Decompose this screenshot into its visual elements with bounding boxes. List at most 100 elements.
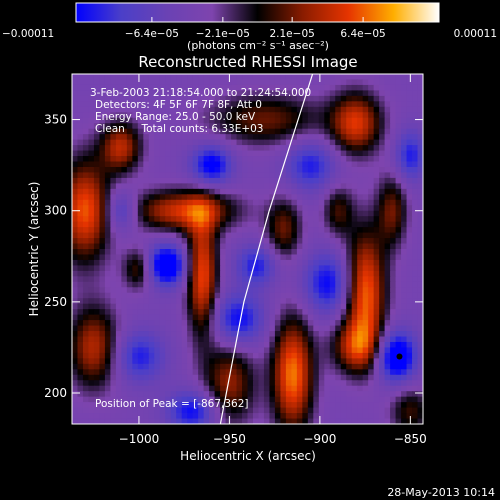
heatmap-cell: [203, 369, 210, 376]
heatmap-cell: [220, 101, 227, 108]
heatmap-cell: [225, 123, 232, 130]
heatmap-cell: [203, 123, 210, 130]
heatmap-cell: [335, 320, 342, 327]
heatmap-cell: [236, 166, 243, 174]
heatmap-cell: [126, 396, 133, 403]
heatmap-cell: [351, 101, 358, 108]
heatmap-cell: [324, 90, 331, 97]
heatmap-cell: [121, 232, 128, 239]
heatmap-cell: [324, 407, 331, 414]
heatmap-cell: [132, 276, 139, 283]
heatmap-cell: [329, 84, 336, 92]
heatmap-cell: [236, 391, 243, 398]
heatmap-cell: [236, 374, 243, 381]
heatmap-cell: [220, 331, 227, 338]
heatmap-cell: [88, 238, 95, 245]
heatmap-cell: [88, 380, 95, 387]
heatmap-cell: [291, 145, 298, 152]
heatmap-cell: [192, 303, 199, 310]
heatmap-cell: [159, 402, 166, 409]
heatmap-cell: [121, 407, 128, 414]
heatmap-cell: [373, 156, 380, 163]
heatmap-cell: [285, 314, 292, 321]
heatmap-cell: [258, 374, 265, 381]
heatmap-cell: [104, 205, 111, 212]
heatmap-cell: [263, 265, 271, 272]
heatmap-cell: [274, 407, 281, 414]
heatmap-cell: [225, 369, 232, 376]
heatmap-cell: [324, 238, 331, 245]
heatmap-cell: [203, 205, 210, 212]
heatmap-cell: [115, 134, 122, 141]
heatmap-cell: [329, 249, 336, 256]
heatmap-cell: [406, 150, 413, 157]
heatmap-cell: [340, 413, 347, 420]
heatmap-cell: [115, 112, 122, 119]
heatmap-cell: [357, 150, 364, 157]
heatmap-cell: [307, 95, 314, 102]
heatmap-cell: [192, 281, 199, 288]
heatmap-cell: [368, 194, 375, 201]
heatmap-cell: [236, 298, 243, 305]
heatmap-cell: [401, 374, 408, 381]
heatmap-cell: [401, 139, 408, 146]
heatmap-cell: [165, 117, 172, 124]
heatmap-cell: [406, 166, 413, 174]
heatmap-cell: [313, 134, 320, 141]
heatmap-cell: [335, 84, 342, 92]
heatmap-cell: [258, 407, 265, 414]
heatmap-cell: [121, 128, 128, 135]
heatmap-cell: [395, 347, 402, 354]
heatmap-cell: [379, 238, 386, 245]
heatmap-cell: [93, 79, 101, 86]
heatmap-cell: [137, 177, 144, 184]
heatmap-cell: [82, 243, 90, 250]
heatmap-cell: [115, 341, 122, 349]
heatmap-cell: [203, 84, 210, 92]
heatmap-cell: [324, 183, 331, 190]
heatmap-cell: [143, 139, 150, 146]
heatmap-cell: [115, 221, 122, 228]
heatmap-cell: [209, 74, 216, 81]
heatmap-cell: [368, 391, 375, 398]
heatmap-cell: [417, 227, 423, 234]
heatmap-cell: [417, 352, 423, 359]
heatmap-cell: [368, 112, 375, 119]
heatmap-cell: [154, 336, 161, 343]
heatmap-cell: [104, 183, 111, 190]
heatmap-cell: [269, 407, 276, 414]
heatmap-cell: [307, 227, 314, 234]
heatmap-cell: [225, 320, 232, 327]
heatmap-cell: [307, 128, 314, 135]
heatmap-cell: [137, 402, 144, 409]
heatmap-cell: [296, 79, 303, 86]
heatmap-cell: [121, 380, 128, 387]
heatmap-cell: [143, 276, 150, 283]
heatmap-cell: [154, 385, 161, 392]
heatmap-cell: [274, 74, 281, 81]
heatmap-cell: [77, 391, 84, 398]
heatmap-cell: [417, 161, 423, 168]
heatmap-cell: [417, 221, 423, 228]
heatmap-cell: [93, 134, 101, 141]
heatmap-cell: [329, 74, 336, 81]
heatmap-cell: [401, 391, 408, 398]
heatmap-cell: [170, 221, 177, 228]
heatmap-cell: [335, 238, 342, 245]
heatmap-cell: [93, 84, 101, 92]
heatmap-cell: [143, 243, 150, 250]
heatmap-cell: [395, 139, 402, 146]
heatmap-cell: [351, 145, 358, 152]
heatmap-cell: [231, 79, 238, 86]
heatmap-cell: [307, 303, 314, 310]
heatmap-cell: [346, 287, 353, 294]
heatmap-cell: [154, 270, 161, 277]
heatmap-cell: [220, 238, 227, 245]
heatmap-cell: [280, 145, 287, 152]
heatmap-cell: [302, 166, 309, 174]
heatmap-cell: [346, 101, 353, 108]
heatmap-cell: [170, 407, 177, 414]
heatmap-cell: [236, 402, 243, 409]
heatmap-cell: [351, 74, 358, 81]
heatmap-cell: [187, 265, 194, 272]
